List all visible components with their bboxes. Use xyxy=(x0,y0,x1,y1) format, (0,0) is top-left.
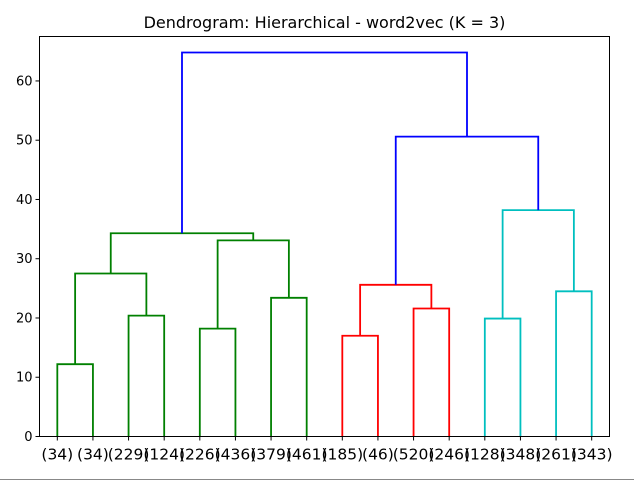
dendrogram-link-7 xyxy=(483,317,522,437)
dendrogram-links xyxy=(56,51,593,437)
leaf-label: (246) xyxy=(428,446,470,464)
leaf-label: (34) xyxy=(77,446,109,464)
bottom-rule xyxy=(0,479,634,480)
dendrogram-link-13 xyxy=(109,232,255,274)
leaf-label: (46) xyxy=(362,446,394,464)
dendrogram-link-15 xyxy=(181,51,468,234)
chart-title: Dendrogram: Hierarchical - word2vec (K =… xyxy=(144,13,506,32)
dendrogram-link-8 xyxy=(555,290,593,437)
leaf-label: (185) xyxy=(321,446,363,464)
leaf-label: (261) xyxy=(535,446,577,464)
dendrogram-link-12 xyxy=(501,209,575,319)
y-tick-label: 0 xyxy=(24,430,32,445)
dendrogram-link-9 xyxy=(74,272,148,365)
plot-frame xyxy=(39,36,610,437)
leaf-label: (436) xyxy=(215,446,257,464)
leaf-label: (379) xyxy=(250,446,292,464)
leaf-label: (343) xyxy=(571,446,613,464)
leaf-label: (124) xyxy=(143,446,185,464)
leaf-label: (226) xyxy=(179,446,221,464)
dendrogram-link-4 xyxy=(270,296,308,437)
y-tick-label: 40 xyxy=(16,193,33,208)
dendrogram-link-1 xyxy=(56,363,94,437)
y-tick-label: 30 xyxy=(16,252,33,267)
y-tick-label: 20 xyxy=(16,311,33,326)
leaf-label: (520) xyxy=(393,446,435,464)
dendrogram-link-5 xyxy=(341,334,379,437)
dendrogram-link-2 xyxy=(127,314,166,437)
leaf-label: (348) xyxy=(500,446,542,464)
y-tick-label: 50 xyxy=(16,134,33,149)
leaf-label: (229) xyxy=(108,446,150,464)
leaf-label: (128) xyxy=(464,446,506,464)
y-axis: 0 10 20 30 40 50 60 xyxy=(16,74,40,445)
y-tick-label: 60 xyxy=(16,74,33,89)
dendrogram-link-10 xyxy=(216,239,290,329)
leaf-label: (461) xyxy=(286,446,328,464)
x-axis: (34) (34)(229)(124)(226)(436)(379)(461)(1… xyxy=(41,436,613,464)
leaf-label: (34) xyxy=(41,446,73,464)
y-tick-label: 10 xyxy=(16,371,33,386)
dendrogram-link-11 xyxy=(359,283,433,336)
dendrogram-link-6 xyxy=(412,307,451,437)
dendrogram-link-3 xyxy=(198,327,237,437)
